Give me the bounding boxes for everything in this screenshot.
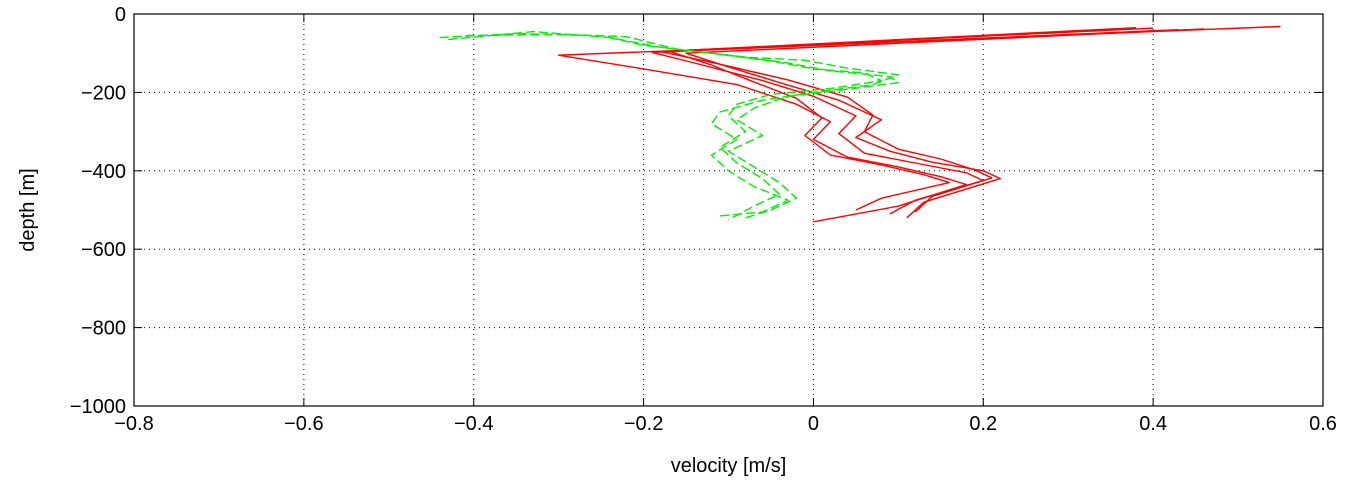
y-tick-label: −200 <box>81 82 126 104</box>
x-tick-label: 0.4 <box>1139 413 1167 435</box>
x-tick-labels: −0.8 −0.6 −0.4 −0.2 0 0.2 0.4 0.6 <box>114 413 1337 435</box>
x-tick-label: −0.4 <box>454 413 493 435</box>
red-series-2 <box>685 28 1205 219</box>
y-tick-label: −600 <box>81 239 126 261</box>
y-axis-label: depth [m] <box>17 168 39 251</box>
red-series-3 <box>557 25 1281 223</box>
y-tick-label: −1000 <box>70 396 126 418</box>
x-tick-label: 0.6 <box>1309 413 1337 435</box>
plot-background <box>134 14 1323 406</box>
y-tick-label: 0 <box>115 4 126 26</box>
y-tick-labels: −1000 −800 −600 −400 −200 0 <box>70 4 126 418</box>
x-tick-label: −0.8 <box>114 413 153 435</box>
grid-lines <box>134 14 1323 406</box>
x-tick-label: 0 <box>808 413 819 435</box>
green-series-7 <box>465 33 900 217</box>
red-series-0 <box>668 27 1137 211</box>
x-axis-label: velocity [m/s] <box>671 455 787 477</box>
x-tick-label: −0.6 <box>284 413 323 435</box>
y-tick-label: −400 <box>81 161 126 183</box>
tick-marks <box>133 13 1324 407</box>
x-tick-label: −0.2 <box>624 413 663 435</box>
x-tick-label: 0.2 <box>969 413 997 435</box>
y-tick-label: −800 <box>81 318 126 340</box>
series-layer <box>439 25 1281 223</box>
red-series-4 <box>659 27 1154 213</box>
plot-frame <box>133 13 1324 407</box>
